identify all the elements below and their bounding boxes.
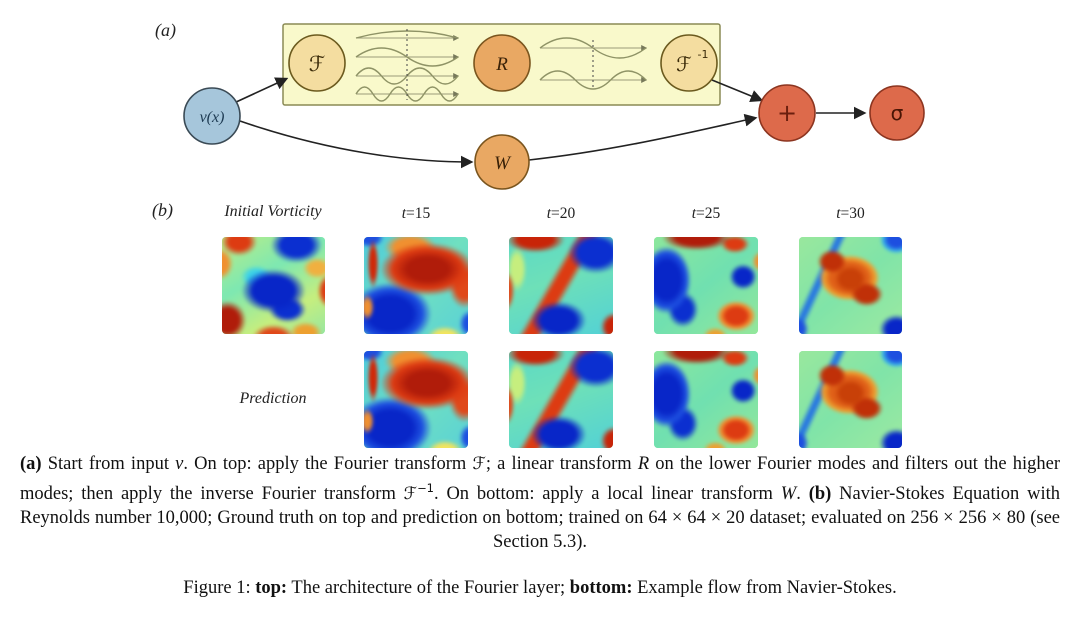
sum-node-label: + <box>777 99 797 127</box>
caption-text: Start from input <box>41 454 176 474</box>
activation-node: σ <box>869 85 925 141</box>
linear-transform-label: R <box>495 54 508 75</box>
initial-vorticity-label: Initial Vorticity <box>224 203 322 220</box>
fourier-node-label: ℱ <box>309 52 326 76</box>
caption-math-inv-fourier: ℱ <box>403 484 418 505</box>
local-linear-node: W <box>474 134 530 190</box>
figcaption-text: The architecture of the Fourier layer; <box>287 578 570 598</box>
caption-math-v: v <box>175 454 184 474</box>
prediction-label: Prediction <box>239 390 307 407</box>
figure-caption: Figure 1: top: The architecture of the F… <box>0 578 1080 599</box>
panel-b-label: (b) <box>152 200 173 220</box>
prediction-panel-t30 <box>799 351 902 448</box>
figure-subcaption: (a) Start from input v. On top: apply th… <box>20 452 1060 554</box>
truth-panel-t25 <box>654 237 758 334</box>
caption-math-r: R <box>637 454 650 474</box>
figcaption-bottom-bold: bottom: <box>569 578 633 598</box>
time-label-t25: t=25 <box>691 205 721 222</box>
time-label-t20: t=20 <box>546 205 576 222</box>
arrow-input-to-w <box>239 120 474 169</box>
input-node: v(x) <box>183 87 241 145</box>
arrow-invfourier-to-sum <box>711 79 764 103</box>
inverse-fourier-label-base: ℱ <box>676 52 692 76</box>
figcaption-prefix: Figure 1: <box>183 578 256 598</box>
caption-text: . On bottom: apply a local linear transf… <box>433 484 781 505</box>
activation-node-label: σ <box>891 101 904 125</box>
diagram-arrows <box>233 77 867 169</box>
filtered-modes-icon <box>539 37 648 90</box>
time-label-t15: t=15 <box>401 205 431 222</box>
inverse-fourier-label-sup: -1 <box>698 48 709 61</box>
initial-vorticity-panel <box>222 237 325 334</box>
input-node-label: v(x) <box>200 109 225 126</box>
prediction-panel-t20 <box>509 351 613 448</box>
caption-text: . <box>796 484 809 505</box>
figcaption-text: Example flow from Navier-Stokes. <box>632 578 897 598</box>
panel-a-label: (a) <box>155 20 176 40</box>
fourier-node: ℱ <box>288 34 346 92</box>
fourier-modes-icon <box>355 29 460 102</box>
prediction-panel-t25 <box>654 351 758 448</box>
truth-panel-t20 <box>509 237 613 334</box>
figcaption-top-bold: top: <box>255 578 288 598</box>
arrow-w-to-sum <box>528 113 758 161</box>
linear-transform-node: R <box>473 34 531 92</box>
caption-math-w: W <box>780 484 797 505</box>
caption-b-marker: (b) <box>808 484 832 505</box>
caption-text: Navier-Stokes Equation with Reynolds num… <box>20 484 1060 553</box>
caption-a-marker: (a) <box>20 454 42 474</box>
inverse-fourier-node: ℱ -1 <box>660 34 718 92</box>
time-label-t30: t=30 <box>836 205 865 222</box>
caption-math-fourier: ℱ <box>472 454 486 474</box>
truth-panel-t15 <box>364 237 468 334</box>
caption-text: on the lower Fourier modes and filters o… <box>20 454 1060 505</box>
caption-text: . On top: apply the Fourier transform <box>183 454 473 474</box>
fourier-layer-diagram: v(x) ℱ R ℱ -1 W + σ <box>183 23 925 190</box>
local-linear-label: W <box>494 153 512 174</box>
prediction-panel-t15 <box>364 351 468 448</box>
arrow-input-to-fourier <box>233 77 289 104</box>
caption-text: ; a linear transform <box>485 454 638 474</box>
caption-math-inv-sup: −1 <box>417 481 434 495</box>
sum-node: + <box>758 84 816 142</box>
truth-panel-t30 <box>799 237 902 334</box>
